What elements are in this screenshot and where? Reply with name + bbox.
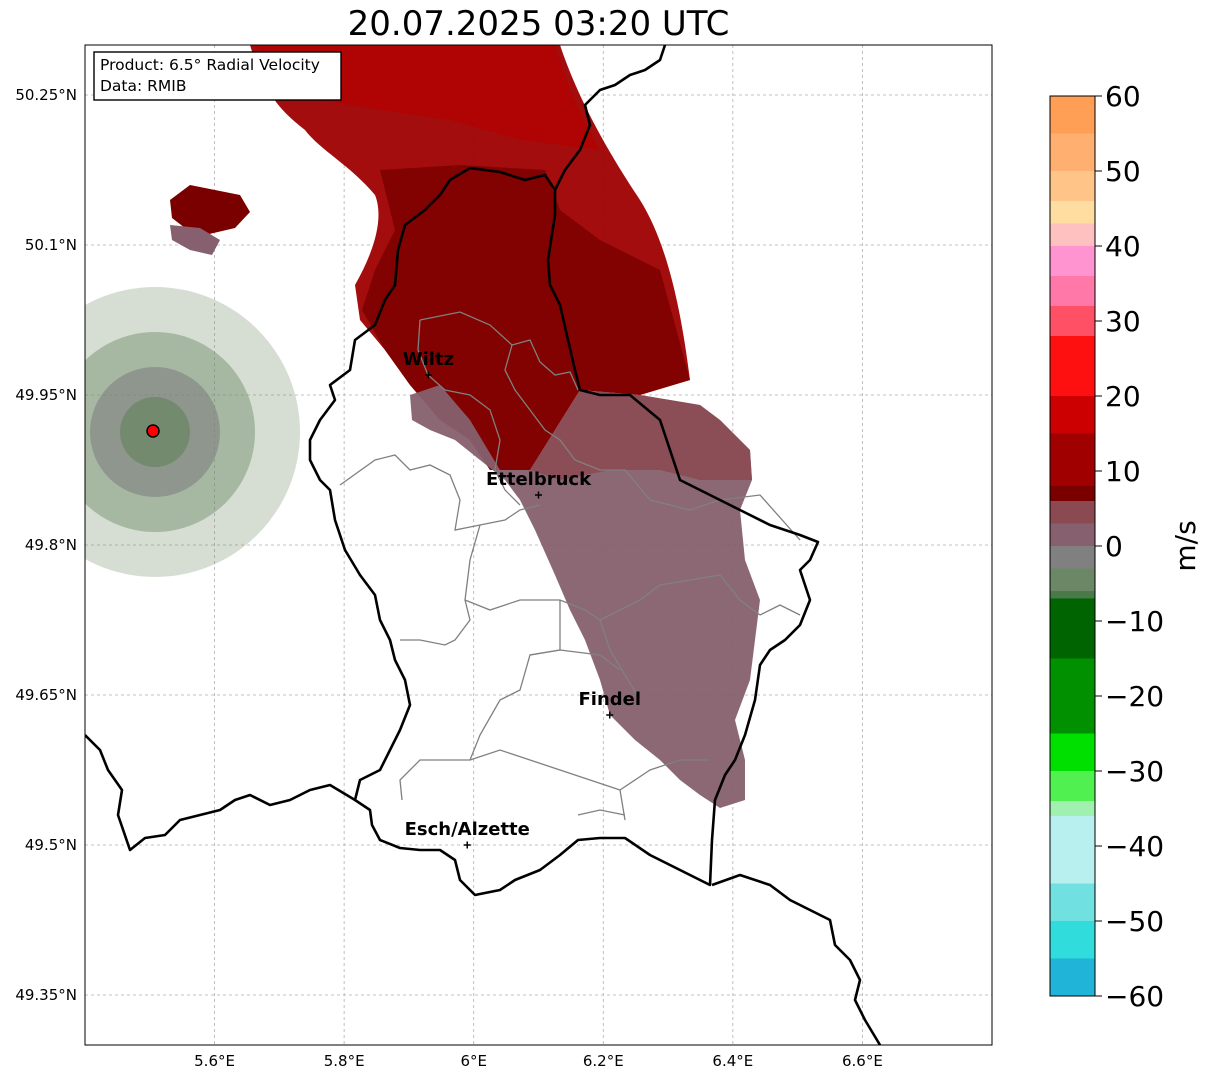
colorbar-tick-label: 60 <box>1105 80 1141 113</box>
colorbar-band <box>1050 733 1095 772</box>
national-borders <box>85 45 882 1045</box>
belgium-france-border <box>85 734 356 852</box>
belgium-germany-border <box>553 45 667 191</box>
colorbar-band <box>1050 546 1095 569</box>
lat-tick-label: 50.25°N <box>15 86 77 104</box>
colorbar-band <box>1050 921 1095 959</box>
city-wiltz: Wiltz <box>403 349 454 379</box>
lon-tick-label: 6°E <box>460 1052 487 1070</box>
colorbar-band <box>1050 396 1095 434</box>
longitude-labels: 5.6°E 5.8°E 6°E 6.2°E 6.4°E 6.6°E <box>194 1052 883 1070</box>
colorbar-band <box>1050 133 1095 172</box>
colorbar-tick-label: −50 <box>1105 905 1164 938</box>
info-product: Product: 6.5° Radial Velocity <box>100 56 320 74</box>
colorbar-band <box>1050 658 1095 734</box>
info-data-source: Data: RMIB <box>100 77 187 95</box>
colorbar-tick-label: 40 <box>1105 230 1141 263</box>
lon-tick-label: 5.6°E <box>194 1052 235 1070</box>
colorbar-tick-label: 30 <box>1105 305 1141 338</box>
colorbar-tick-label: 0 <box>1105 530 1123 563</box>
colorbar-band <box>1050 486 1095 502</box>
colorbar-tick-label: −30 <box>1105 755 1164 788</box>
colorbar-tick-label: −10 <box>1105 605 1164 638</box>
lat-tick-label: 49.65°N <box>15 686 77 704</box>
city-label: Wiltz <box>403 349 454 370</box>
colorbar-band <box>1050 816 1095 884</box>
lat-tick-label: 49.35°N <box>15 986 77 1004</box>
colorbar-band <box>1050 591 1095 599</box>
colorbar-band <box>1050 96 1095 134</box>
lat-tick-label: 50.1°N <box>25 236 77 254</box>
colorbar-band <box>1050 306 1095 337</box>
lon-tick-label: 6.4°E <box>712 1052 753 1070</box>
colorbar-band <box>1050 771 1095 802</box>
colorbar-tick-label: 50 <box>1105 155 1141 188</box>
city-findel: Findel <box>578 689 641 719</box>
colorbar-unit: m/s <box>1169 520 1202 571</box>
info-box: Product: 6.5° Radial Velocity Data: RMIB <box>93 51 342 101</box>
radar-site <box>146 424 160 438</box>
lon-tick-label: 5.8°E <box>324 1052 365 1070</box>
colorbar-band <box>1050 801 1095 817</box>
colorbar-band <box>1050 223 1095 247</box>
city-markers: Wiltz Ettelbruck Findel Esch/Alzette <box>403 349 641 849</box>
france-germany-border <box>711 873 882 1045</box>
colorbar-tick-label: 10 <box>1105 455 1141 488</box>
city-ettelbruck: Ettelbruck <box>486 469 592 499</box>
radar-site-marker <box>146 424 160 438</box>
colorbar-bands <box>1050 96 1095 997</box>
latitude-labels: 50.25°N 50.1°N 49.95°N 49.8°N 49.65°N 49.5°N 4… <box>15 86 77 1004</box>
colorbar-band <box>1050 501 1095 524</box>
city-label: Ettelbruck <box>486 469 592 490</box>
colorbar-tick-label: −20 <box>1105 680 1164 713</box>
colorbar-band <box>1050 171 1095 202</box>
colorbar-band <box>1050 336 1095 397</box>
echo-cluster-nw-tail <box>170 225 220 255</box>
echo-cluster-nw <box>170 185 250 235</box>
colorbar: 60 50 40 30 20 10 0 −10 −20 −30 −40 −50 −60 m/s <box>1049 80 1202 1013</box>
colorbar-tick-label: −60 <box>1105 980 1164 1013</box>
colorbar-band <box>1050 433 1095 487</box>
colorbar-tick-label: 20 <box>1105 380 1141 413</box>
lat-tick-label: 49.95°N <box>15 386 77 404</box>
map-title: 20.07.2025 03:20 UTC <box>347 4 730 44</box>
colorbar-band <box>1050 201 1095 224</box>
colorbar-band <box>1050 598 1095 659</box>
colorbar-band <box>1050 276 1095 307</box>
colorbar-band <box>1050 568 1095 592</box>
colorbar-band <box>1050 958 1095 997</box>
luxembourg-border <box>308 166 820 897</box>
canton-boundaries <box>339 311 801 821</box>
colorbar-band <box>1050 883 1095 922</box>
colorbar-band <box>1050 523 1095 547</box>
colorbar-tick-label: −40 <box>1105 830 1164 863</box>
near-zero-velocity-band <box>410 385 760 808</box>
plot-frame <box>84 44 993 1046</box>
city-label: Esch/Alzette <box>405 819 530 840</box>
radar-echoes <box>85 45 760 808</box>
city-label: Findel <box>578 689 641 710</box>
boundaries <box>85 45 882 1045</box>
lon-tick-label: 6.2°E <box>583 1052 624 1070</box>
lat-tick-label: 49.8°N <box>25 536 77 554</box>
colorbar-band <box>1050 246 1095 277</box>
city-esch-alzette: Esch/Alzette <box>405 819 530 849</box>
near-zero-velocity-band-dark <box>530 390 752 480</box>
colorbar-ticks: 60 50 40 30 20 10 0 −10 −20 −30 −40 −50 −60 <box>1095 80 1164 1013</box>
lon-tick-label: 6.6°E <box>842 1052 883 1070</box>
lat-tick-label: 49.5°N <box>25 836 77 854</box>
